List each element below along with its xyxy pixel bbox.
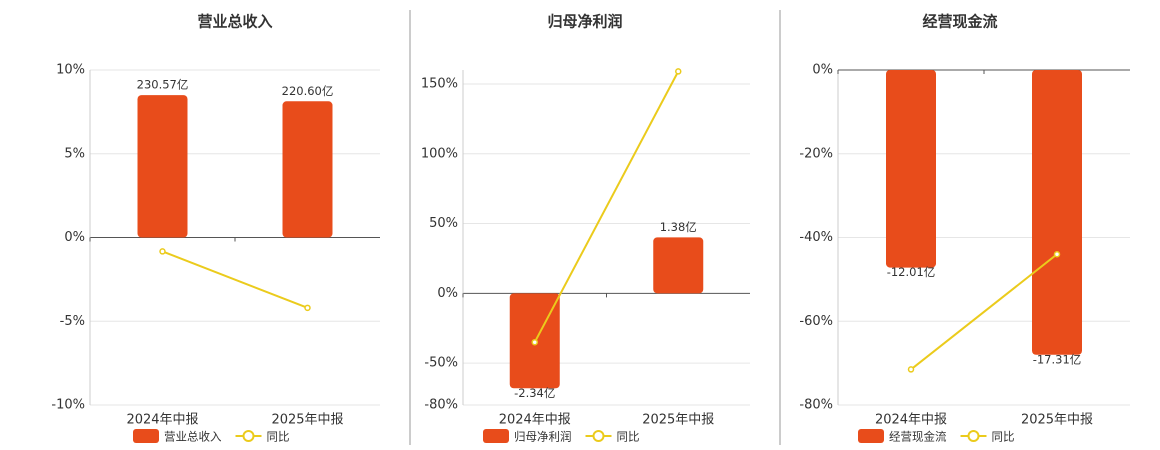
value-label: 1.38亿 — [660, 220, 697, 234]
value-label: 230.57亿 — [137, 78, 189, 92]
legend-swatch — [133, 429, 159, 443]
legend-label: 同比 — [267, 430, 290, 444]
y-tick-label: -5% — [60, 314, 85, 329]
bar — [137, 95, 188, 238]
x-tick-label: 2024年中报 — [875, 413, 947, 428]
line-point — [907, 366, 915, 373]
legend-label: 归母净利润 — [514, 430, 572, 444]
legend-swatch — [858, 429, 884, 443]
y-tick-label: -50% — [424, 356, 458, 371]
line-point — [1053, 251, 1061, 258]
y-tick-label: 0% — [64, 230, 85, 245]
y-tick-label: 0% — [812, 63, 833, 78]
chart-title: 归母净利润 — [547, 13, 622, 31]
value-label: 220.60亿 — [282, 84, 334, 98]
y-tick-label: -20% — [799, 146, 833, 161]
y-tick-label: -60% — [799, 314, 833, 329]
legend-label: 营业总收入 — [164, 430, 222, 444]
y-tick-label: 10% — [56, 63, 85, 78]
value-label: -12.01亿 — [887, 265, 936, 279]
bar — [886, 70, 936, 268]
bar — [282, 101, 333, 238]
y-tick-label: 50% — [429, 216, 458, 231]
bar — [1032, 70, 1082, 355]
y-tick-label: 100% — [421, 146, 458, 161]
legend-swatch — [592, 430, 605, 442]
y-tick-label: 0% — [437, 286, 458, 301]
line-point — [304, 304, 311, 312]
chart-title: 营业总收入 — [197, 13, 272, 31]
line — [910, 253, 1058, 371]
legend-label: 经营现金流 — [889, 430, 947, 444]
y-tick-label: 5% — [64, 146, 85, 161]
x-tick-label: 2024年中报 — [126, 413, 198, 428]
y-tick-label: -80% — [799, 398, 833, 413]
y-tick-label: 150% — [421, 76, 458, 91]
legend-label: 同比 — [992, 430, 1015, 444]
y-tick-label: -80% — [424, 398, 458, 413]
line-point — [531, 338, 538, 346]
x-tick-label: 2024年中报 — [499, 413, 571, 428]
legend-swatch — [967, 430, 980, 442]
x-tick-label: 2025年中报 — [642, 413, 714, 428]
y-tick-label: -40% — [799, 230, 833, 245]
line — [533, 70, 680, 343]
line-point — [675, 68, 682, 75]
value-label: -2.34亿 — [514, 386, 555, 400]
legend-swatch — [242, 430, 255, 442]
legend-label: 同比 — [617, 430, 640, 444]
line — [162, 250, 308, 309]
value-label: -17.31亿 — [1033, 352, 1082, 366]
legend-swatch — [483, 429, 509, 443]
x-tick-label: 2025年中报 — [271, 413, 343, 428]
x-tick-label: 2025年中报 — [1021, 413, 1093, 428]
line-point — [159, 248, 166, 255]
y-tick-label: -10% — [51, 398, 85, 413]
bar — [653, 237, 704, 294]
chart-title: 经营现金流 — [922, 13, 997, 31]
